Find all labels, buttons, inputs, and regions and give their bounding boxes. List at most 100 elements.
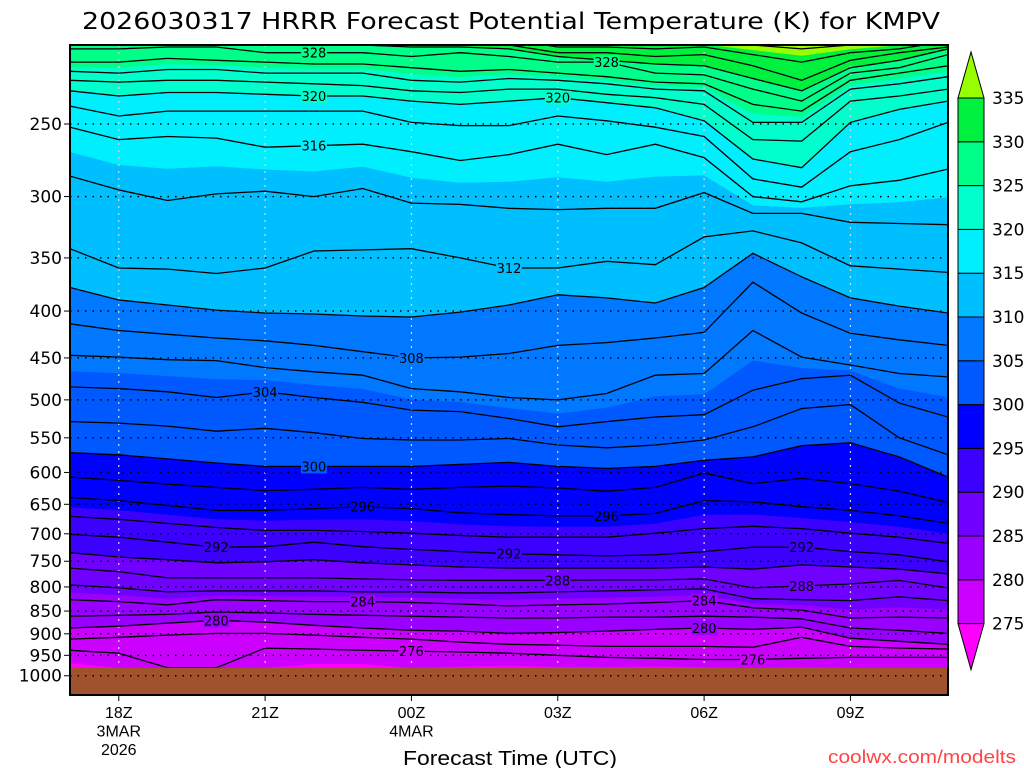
y-tick-label: 600 — [30, 463, 62, 483]
contour-label-gap — [300, 459, 327, 474]
x-axis-title: Forecast Time (UTC) — [403, 748, 617, 768]
contour-label: 280 — [204, 614, 229, 629]
contour-label: 316 — [301, 140, 326, 155]
isentrope-276 — [70, 647, 948, 669]
contour-label: 320 — [545, 92, 570, 107]
band-330-335 — [261, 45, 948, 92]
contour-label-gap — [496, 546, 522, 561]
y-tick-label: 1000 — [19, 667, 62, 687]
contour-label-gap — [300, 45, 327, 60]
isentrope-284 — [70, 599, 948, 619]
isentrope-314 — [70, 175, 948, 226]
chart-title: 2026030317 HRRR Forecast Potential Tempe… — [82, 9, 940, 35]
y-tick-label: 800 — [30, 578, 62, 598]
y-tick-label: 500 — [30, 391, 62, 411]
isentrope-lines — [70, 45, 948, 669]
x-tick-label: 06Z — [690, 705, 718, 722]
colorbar-label: 290 — [992, 483, 1024, 503]
contour-label-gap — [593, 55, 620, 70]
y-tick-label: 350 — [30, 249, 62, 269]
colorbar-label: 285 — [992, 527, 1024, 547]
isentrope-286 — [70, 584, 948, 602]
contour-label: 288 — [545, 574, 570, 589]
colorbar-swatch-275-280 — [957, 579, 985, 625]
colorbar-label: 295 — [992, 439, 1024, 459]
colorbar-label: 305 — [992, 352, 1024, 372]
contour-label: 292 — [204, 541, 229, 556]
colorbar-label: 315 — [992, 264, 1024, 284]
isentrope-320 — [70, 90, 948, 169]
colorbar-swatch-305-310 — [957, 316, 985, 362]
contour-label: 284 — [350, 596, 375, 611]
contour-label: 328 — [594, 56, 619, 71]
contour-labels: 328 328 320 320 316 312 308 304 300 296 296 292 292 2… — [203, 45, 815, 668]
colorbar-swatch-290-295 — [957, 447, 985, 493]
contour-label-gap — [252, 384, 279, 399]
contour-label: 280 — [692, 622, 717, 637]
contour-label-gap — [349, 594, 376, 609]
x-tick-label: 2026 — [101, 742, 137, 759]
contour-label: 304 — [253, 386, 278, 401]
contour-label-gap — [593, 508, 620, 523]
colorbar-label: 335 — [992, 89, 1024, 109]
isentrope-282 — [70, 611, 948, 635]
colorbar-swatch-310-315 — [957, 272, 985, 318]
isentrope-298 — [70, 472, 948, 504]
colorbar-swatch-315-320 — [957, 228, 985, 274]
y-tick-label: 550 — [30, 429, 62, 449]
isentrope-334 — [541, 45, 928, 63]
isentrope-290 — [70, 552, 948, 575]
y-tick-label: 950 — [30, 646, 62, 666]
contour-label: 284 — [692, 595, 717, 610]
credit-link[interactable]: coolwx.com/modelts — [828, 747, 1016, 767]
colorbar-swatch-295-300 — [957, 404, 985, 449]
y-tick-label: 250 — [30, 115, 62, 135]
y-tick-label: 450 — [30, 349, 62, 369]
isentrope-296 — [70, 496, 948, 525]
contour-label-gap — [300, 88, 327, 103]
isentrope-324 — [70, 68, 948, 124]
colorbar-swatch-325-330 — [957, 141, 985, 187]
x-tick-label: 3MAR — [97, 724, 141, 741]
colorbar-label: 300 — [992, 396, 1024, 416]
contour-label: 296 — [350, 501, 375, 516]
isentrope-308 — [70, 281, 948, 359]
contour-label: 276 — [399, 645, 424, 660]
x-tick-label: 09Z — [837, 705, 865, 722]
isentrope-316 — [70, 126, 948, 203]
contour-label: 320 — [301, 90, 326, 105]
x-tick-label: 4MAR — [389, 724, 433, 741]
plot-area: 328 328 320 320 316 312 308 304 300 296 296 292 292 2… — [70, 45, 948, 695]
isentrope-318 — [70, 105, 948, 188]
contour-label-gap — [398, 644, 425, 659]
band-335-above — [709, 45, 902, 56]
isentrope-304 — [70, 374, 948, 428]
x-tick-label: 03Z — [544, 705, 572, 722]
colorbar-swatch-300-305 — [957, 360, 985, 406]
contour-label-gap — [398, 350, 425, 365]
color-fill-bands — [70, 45, 948, 695]
contour-label: 312 — [497, 262, 522, 277]
isentrope-302 — [70, 403, 948, 456]
colorbar-label: 275 — [992, 615, 1024, 635]
y-tick-label: 700 — [30, 525, 62, 545]
colorbar-max-triangle — [957, 50, 985, 99]
isentrope-310 — [70, 252, 948, 318]
colorbar-swatch-320-325 — [957, 185, 985, 230]
y-tick-label: 650 — [30, 495, 62, 515]
x-tick-label: 00Z — [398, 705, 426, 722]
isentrope-330 — [256, 45, 948, 92]
colorbar-swatch-330-335 — [957, 97, 985, 143]
contour-label: 292 — [497, 548, 522, 563]
colorbar-label: 325 — [992, 177, 1024, 197]
contour-label-gap — [203, 613, 230, 628]
contour-label: 296 — [594, 510, 619, 525]
isentrope-300 — [70, 442, 948, 478]
isentrope-278 — [70, 632, 948, 650]
contour-label-gap — [788, 540, 815, 555]
contour-label-gap — [349, 499, 376, 514]
y-tick-label: 300 — [30, 188, 62, 208]
contour-label-gap — [496, 261, 522, 276]
contour-label: 288 — [789, 580, 814, 595]
